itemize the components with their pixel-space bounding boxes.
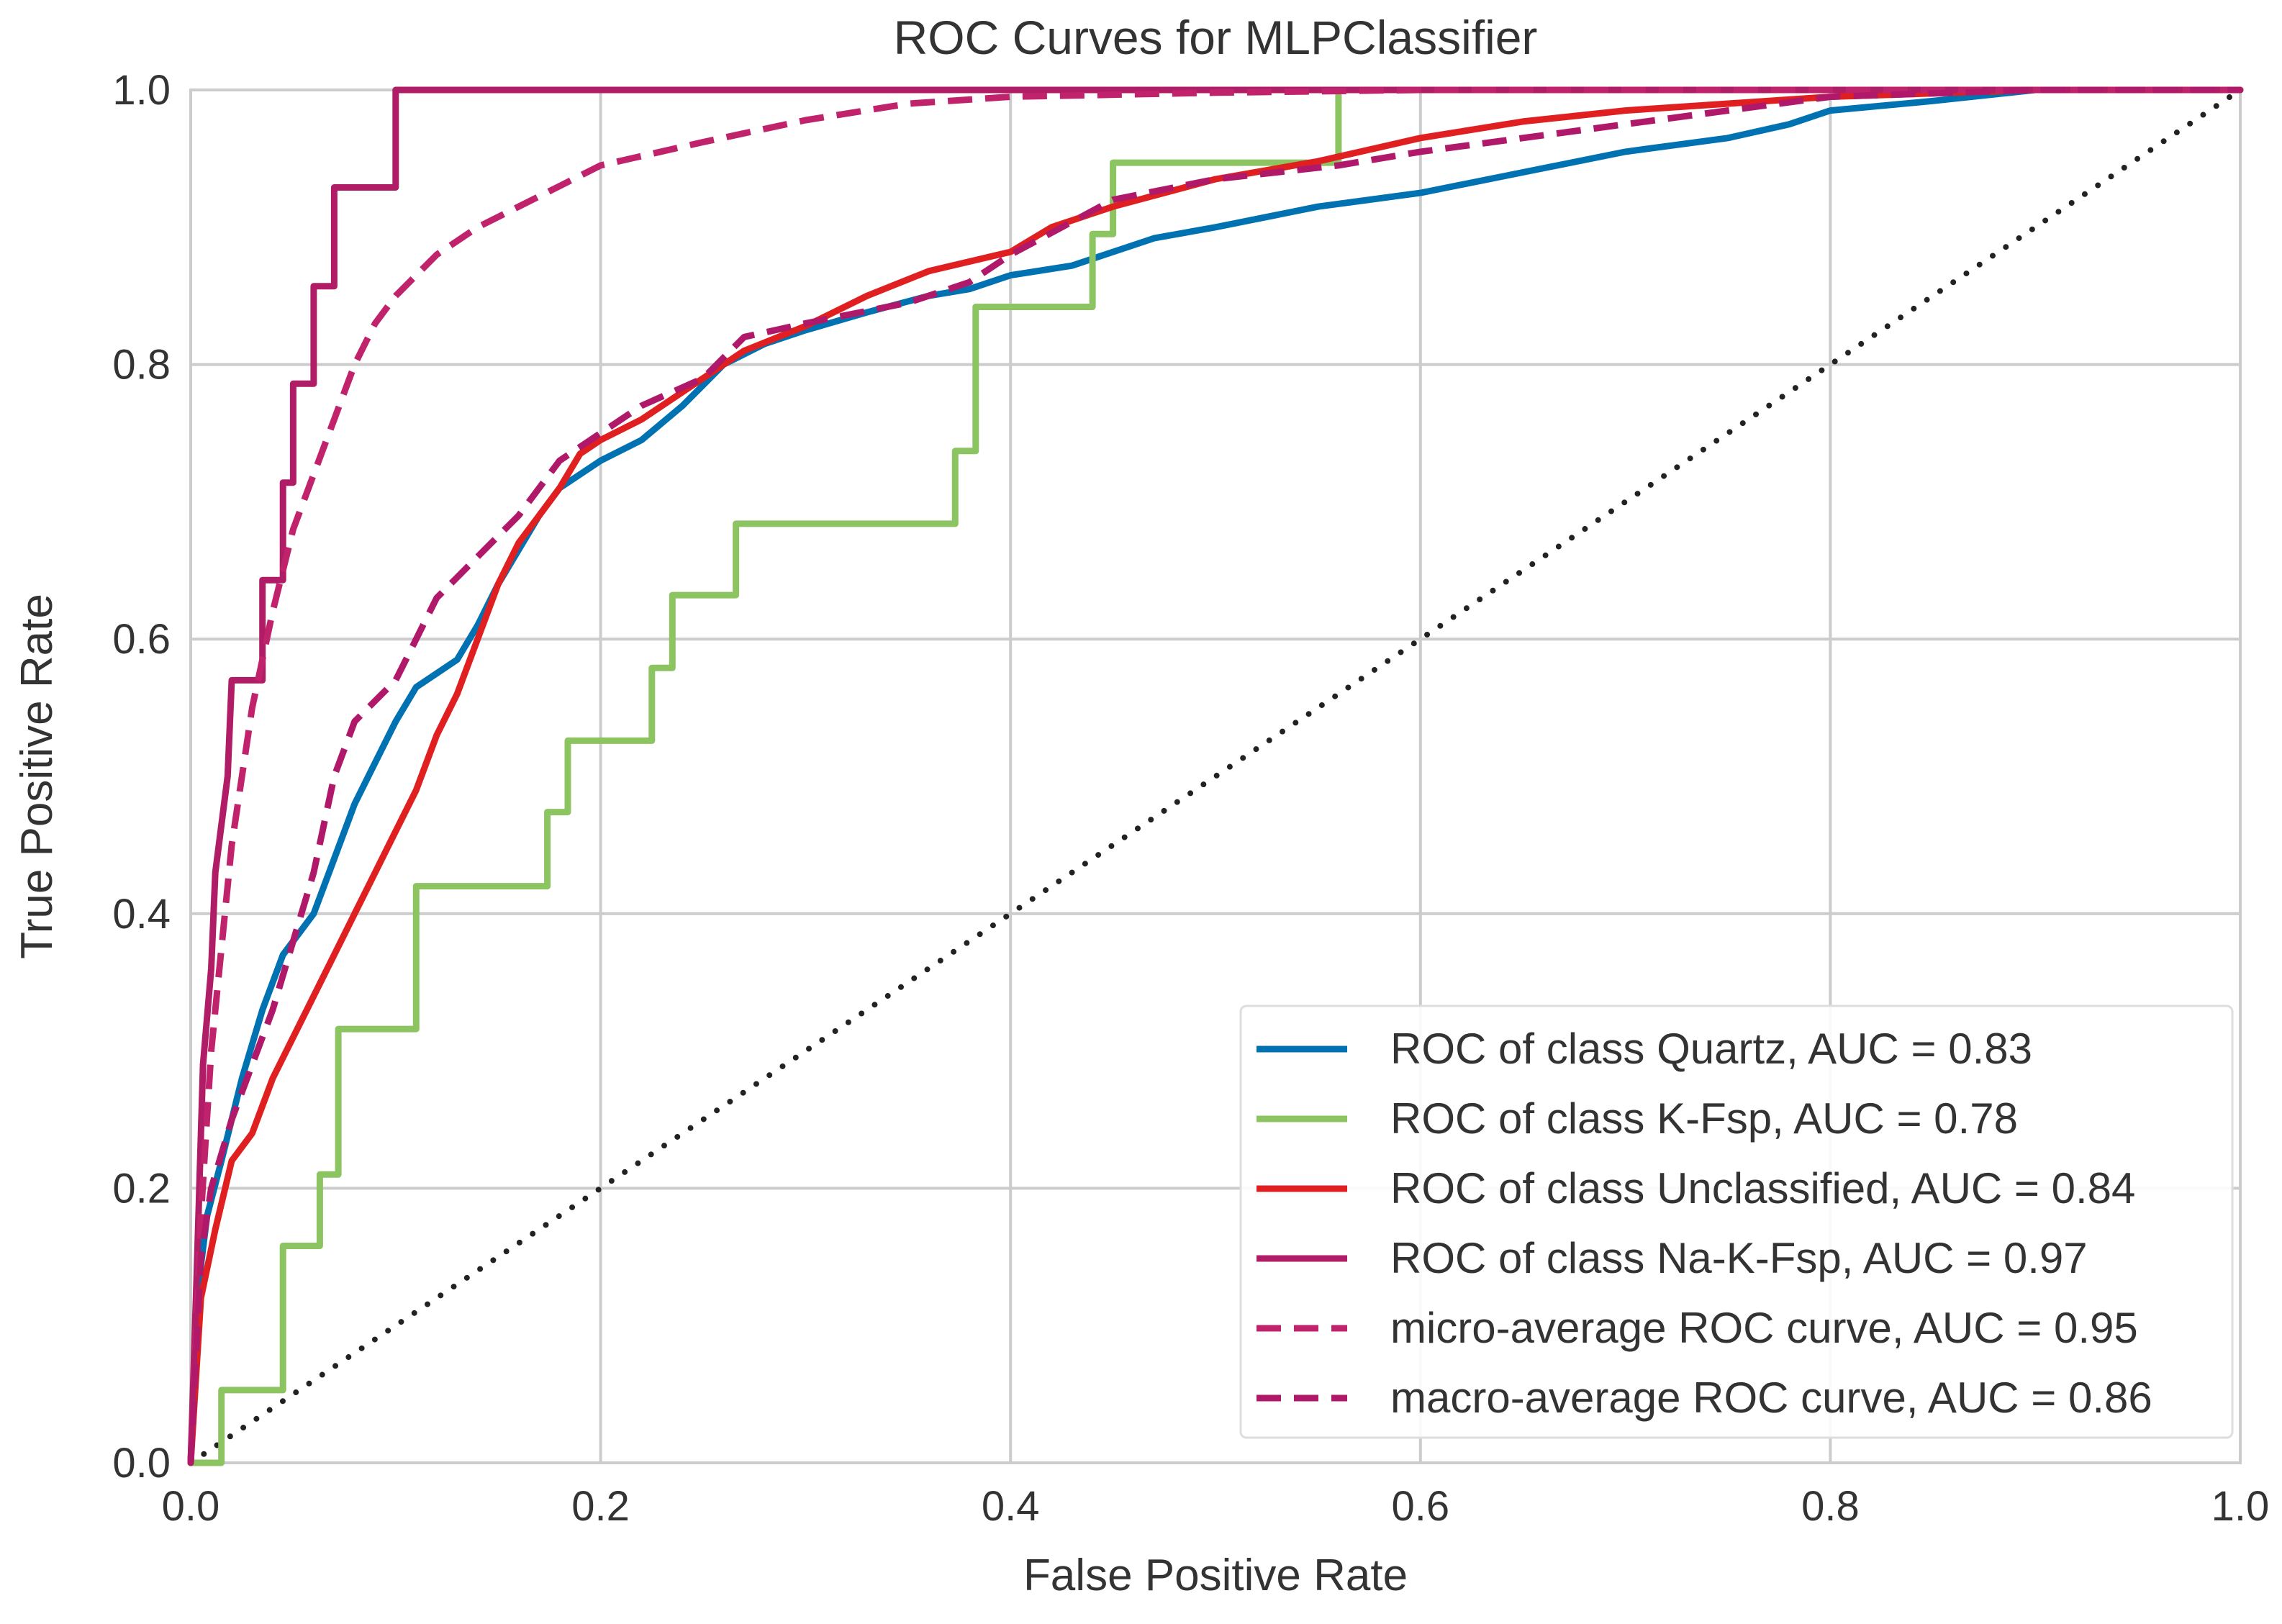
axes: 0.0 0.2 0.4 0.6 0.8 1.0 0.0 0.2 0.4 0.6 0.8 1.0 ROC … — [12, 11, 2269, 1600]
legend-label-2: ROC of class K-Fsp, AUC = 0.78 — [1390, 1094, 2018, 1143]
series-line-2 — [187, 86, 2244, 1466]
x-axis-label: False Positive Rate — [1023, 1551, 1408, 1600]
x-tick-label: 0.6 — [1391, 1483, 1449, 1530]
y-tick-label: 0.0 — [112, 1440, 171, 1487]
legend-box — [1239, 1004, 2234, 1439]
chart-title: ROC Curves for MLPClassifier — [894, 11, 1538, 64]
curves — [187, 86, 2244, 1466]
series-line-5 — [187, 86, 2240, 1464]
legend-label-6: macro-average ROC curve, AUC = 0.86 — [1390, 1374, 2152, 1422]
legend-label-3: ROC of class Unclassified, AUC = 0.84 — [1390, 1164, 2135, 1212]
legend-label-4: ROC of class Na-K-Fsp, AUC = 0.97 — [1390, 1234, 2088, 1282]
y-tick-label: 0.6 — [112, 616, 171, 663]
x-tick-label: 0.2 — [571, 1483, 630, 1530]
legend-label-5: micro-average ROC curve, AUC = 0.95 — [1390, 1304, 2138, 1352]
x-tick-label: 1.0 — [2211, 1483, 2270, 1530]
y-tick-label: 1.0 — [112, 67, 171, 114]
y-tick-label: 0.8 — [112, 342, 171, 389]
legend: ROC of class Quartz, AUC = 0.83 ROC of cl… — [1239, 1004, 2234, 1439]
series-line-4 — [187, 86, 2244, 1466]
legend-label-1: ROC of class Quartz, AUC = 0.83 — [1390, 1025, 2032, 1073]
series-line-6 — [187, 86, 2240, 1464]
series-line-1 — [187, 86, 2244, 1466]
y-tick-label: 0.2 — [112, 1165, 171, 1212]
chance-diagonal — [188, 87, 2243, 1466]
y-tick-label: 0.4 — [112, 891, 171, 938]
x-tick-label: 0.8 — [1801, 1483, 1860, 1530]
x-tick-label: 0.4 — [982, 1483, 1040, 1530]
x-tick-label: 0.0 — [162, 1483, 220, 1530]
y-axis-label: True Positive Rate — [12, 594, 62, 959]
series-line-3 — [187, 86, 2244, 1466]
